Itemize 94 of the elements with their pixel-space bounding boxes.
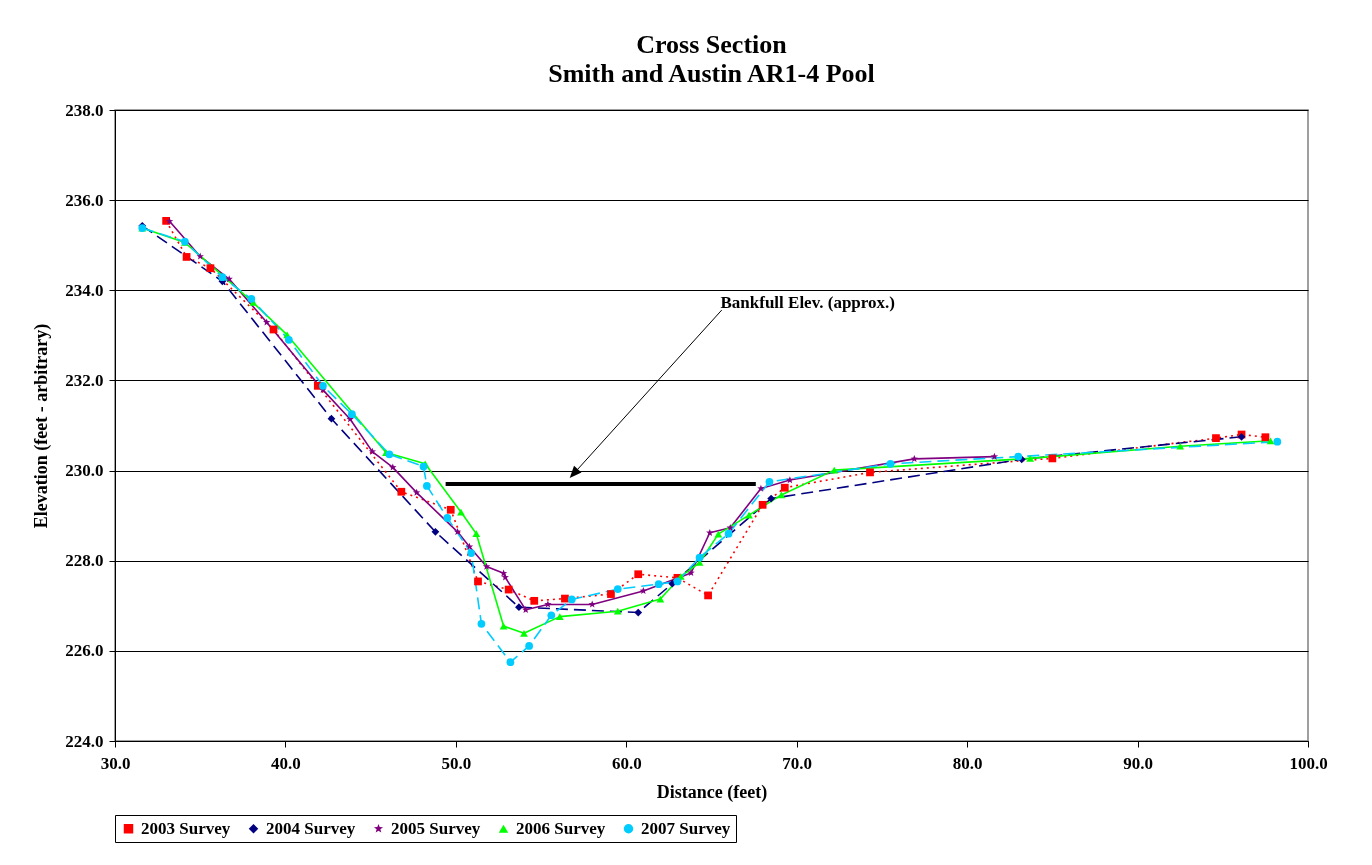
legend-label: 2003 Survey bbox=[141, 818, 231, 838]
point bbox=[423, 482, 431, 490]
point bbox=[1048, 454, 1057, 463]
point bbox=[757, 484, 765, 492]
point bbox=[1261, 433, 1270, 442]
point bbox=[385, 450, 394, 459]
x-tick-label: 100.0 bbox=[1289, 753, 1328, 773]
point bbox=[1266, 437, 1275, 445]
point bbox=[1176, 442, 1185, 450]
point bbox=[482, 562, 491, 570]
point bbox=[547, 611, 556, 620]
point bbox=[474, 577, 482, 586]
point bbox=[431, 528, 440, 536]
y-tick-label: 236.0 bbox=[65, 190, 104, 210]
chart-subtitle: Smith and Austin AR1-4 Pool bbox=[548, 59, 875, 88]
point bbox=[515, 603, 523, 612]
point bbox=[477, 619, 486, 628]
point bbox=[687, 569, 695, 577]
point bbox=[758, 500, 767, 509]
point bbox=[990, 452, 999, 460]
point bbox=[613, 585, 622, 593]
point bbox=[218, 273, 227, 282]
x-tick-label: 90.0 bbox=[1123, 753, 1153, 773]
y-tick-label: 228.0 bbox=[65, 551, 104, 571]
y-axis-title: Elevation (feet - arbitrary) bbox=[31, 323, 53, 529]
point bbox=[206, 264, 215, 273]
point bbox=[465, 542, 474, 550]
point bbox=[501, 573, 509, 581]
point bbox=[910, 454, 918, 462]
point bbox=[634, 608, 643, 617]
point bbox=[695, 553, 704, 562]
point bbox=[607, 590, 615, 598]
point bbox=[1026, 455, 1035, 462]
point bbox=[1212, 434, 1220, 442]
point bbox=[530, 596, 539, 605]
point bbox=[504, 585, 513, 594]
point bbox=[704, 591, 712, 600]
point bbox=[634, 570, 643, 579]
point bbox=[765, 477, 774, 486]
point bbox=[368, 447, 377, 455]
y-tick-label: 226.0 bbox=[65, 641, 104, 661]
point bbox=[780, 483, 789, 492]
point bbox=[767, 494, 776, 503]
point bbox=[544, 600, 552, 608]
y-tick-label: 232.0 bbox=[65, 370, 104, 390]
point bbox=[555, 613, 564, 620]
x-tick-label: 50.0 bbox=[441, 753, 472, 773]
legend-label: 2007 Survey bbox=[641, 818, 731, 838]
point bbox=[196, 252, 204, 260]
point bbox=[525, 642, 534, 650]
point bbox=[506, 658, 515, 666]
legend-label: 2004 Survey bbox=[266, 818, 356, 838]
y-tick-label: 224.0 bbox=[65, 731, 104, 751]
point bbox=[706, 528, 714, 536]
annotation: Bankfull Elev. (approx.) bbox=[720, 293, 895, 313]
point bbox=[520, 629, 528, 637]
point bbox=[225, 275, 233, 283]
point bbox=[886, 459, 895, 468]
x-tick-label: 80.0 bbox=[952, 753, 983, 773]
point bbox=[654, 580, 663, 589]
point bbox=[673, 577, 682, 586]
point bbox=[472, 530, 481, 538]
point bbox=[613, 607, 622, 615]
point bbox=[412, 488, 421, 496]
point bbox=[588, 600, 596, 608]
point bbox=[397, 487, 406, 496]
point bbox=[724, 529, 733, 538]
point bbox=[165, 217, 174, 225]
y-tick-label: 230.0 bbox=[65, 461, 104, 481]
x-tick-label: 30.0 bbox=[100, 753, 131, 773]
y-tick-label: 238.0 bbox=[65, 100, 104, 120]
x-tick-label: 60.0 bbox=[611, 753, 642, 773]
point bbox=[284, 336, 293, 344]
legend-label: 2006 Survey bbox=[516, 818, 606, 838]
chart-title: Cross Section bbox=[636, 30, 788, 59]
point bbox=[446, 505, 455, 514]
point bbox=[745, 511, 753, 519]
point bbox=[389, 463, 397, 471]
point bbox=[786, 476, 794, 484]
x-tick-label: 70.0 bbox=[782, 753, 813, 773]
legend-label: 2005 Survey bbox=[391, 818, 481, 838]
point bbox=[319, 381, 327, 390]
point bbox=[1273, 437, 1282, 446]
point bbox=[443, 514, 452, 522]
x-tick-label: 40.0 bbox=[271, 753, 301, 773]
point bbox=[247, 294, 256, 303]
point bbox=[182, 253, 191, 261]
point bbox=[327, 414, 336, 423]
point bbox=[567, 595, 576, 604]
y-tick-label: 234.0 bbox=[65, 280, 104, 300]
x-axis-title: Distance (feet) bbox=[656, 781, 768, 803]
point bbox=[866, 468, 874, 477]
point bbox=[467, 549, 476, 557]
point bbox=[348, 410, 356, 419]
